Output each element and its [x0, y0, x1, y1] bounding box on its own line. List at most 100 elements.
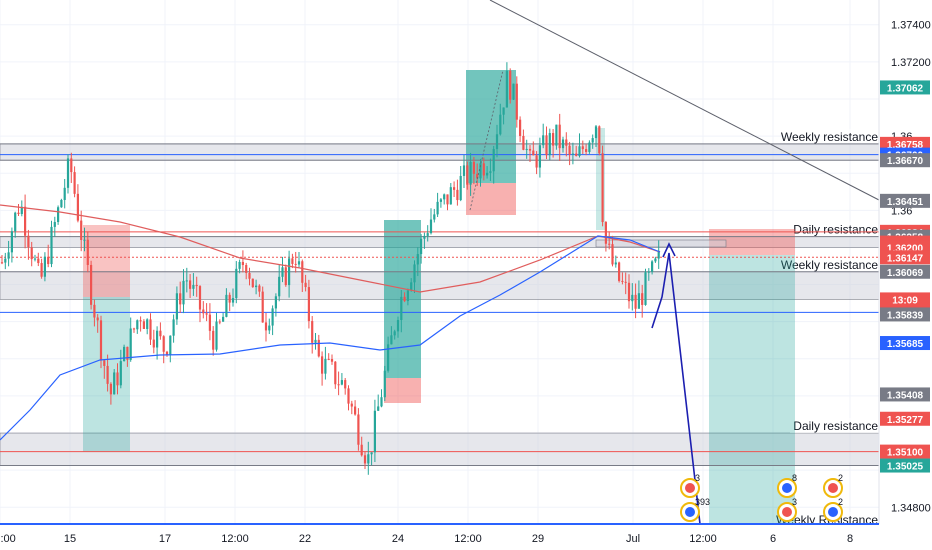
price-badge-bg	[880, 136, 930, 151]
candle-body	[63, 187, 66, 200]
candle-body	[505, 70, 508, 108]
candle-body	[396, 319, 400, 332]
zone-band	[0, 432, 880, 466]
candle	[420, 234, 423, 264]
candle	[311, 316, 314, 354]
candle	[410, 278, 413, 292]
candle-body	[495, 134, 499, 150]
candle-body	[288, 258, 291, 286]
candle	[651, 260, 654, 275]
candle	[591, 134, 594, 149]
candle-body	[561, 139, 565, 149]
candle	[413, 260, 416, 293]
candle-body	[40, 263, 43, 277]
candle-body	[205, 313, 208, 315]
candle-body	[284, 267, 287, 286]
candle	[264, 312, 268, 342]
candle	[119, 349, 122, 389]
candle-body	[433, 214, 436, 220]
candle-body	[225, 294, 228, 317]
position-box	[384, 378, 421, 403]
price-badge: 1.36147	[880, 250, 930, 265]
candle	[565, 132, 568, 157]
event-marker[interactable]: 8	[777, 473, 797, 498]
candle	[113, 369, 116, 395]
price-badge-label: 1.36200	[887, 243, 924, 254]
candle-body	[86, 239, 89, 265]
candle-body	[588, 142, 591, 152]
price-badge-bg	[880, 387, 930, 402]
candle	[228, 292, 231, 312]
candle-body	[330, 359, 334, 362]
candle-body	[57, 207, 60, 222]
zone-label: Daily resistance	[793, 419, 878, 433]
price-badge-bg	[880, 336, 930, 351]
candle	[512, 83, 515, 101]
time-tick-label: 29	[532, 533, 544, 545]
candle	[278, 264, 281, 302]
candle	[578, 133, 581, 158]
candle-body	[70, 158, 73, 173]
candle-body	[393, 331, 396, 336]
event-count: 2	[838, 473, 843, 483]
candle	[515, 76, 518, 128]
candle-body	[274, 296, 277, 309]
candle-body	[294, 263, 297, 265]
candle-body	[624, 281, 627, 283]
candle-body	[106, 365, 109, 384]
zone-label-bg	[790, 128, 879, 144]
candle-body	[37, 258, 40, 264]
candle-body	[380, 397, 383, 407]
event-marker[interactable]: 393	[680, 497, 710, 522]
candle-body	[33, 258, 37, 260]
candle	[647, 268, 650, 281]
event-marker[interactable]: 2	[823, 473, 843, 498]
event-marker[interactable]: 2	[823, 497, 843, 522]
price-axis[interactable]: 1.374001.372001.348001.361.361.370621.36…	[878, 0, 932, 550]
candle	[542, 123, 545, 149]
time-axis[interactable]: 12:00 15 17 12:00 22 24 12:00 29 Jul 12:00 6 8	[0, 523, 932, 550]
candle	[258, 284, 261, 297]
time-tick-label: 15	[64, 533, 76, 545]
candle	[185, 267, 188, 293]
candle	[466, 161, 469, 190]
candle	[30, 241, 33, 267]
candle-body	[337, 384, 340, 386]
candle-body	[192, 284, 195, 289]
candle-body	[109, 383, 112, 395]
candle-body	[73, 172, 76, 194]
candle-body	[601, 153, 604, 223]
candle-body	[264, 322, 268, 331]
price-badge-label: 13:09	[892, 295, 918, 306]
event-marker[interactable]: 3	[777, 497, 797, 522]
candle	[317, 334, 320, 358]
candle	[611, 235, 614, 267]
candle	[608, 231, 611, 250]
candle-body	[258, 285, 261, 292]
time-tick-label: 8	[847, 533, 853, 545]
candle	[182, 269, 185, 314]
candle-body	[515, 83, 518, 120]
candle-body	[416, 254, 419, 265]
candle	[192, 273, 195, 296]
candle	[10, 227, 13, 263]
price-badge: 1.35277	[880, 411, 930, 426]
candle	[594, 124, 598, 148]
time-tick-label: 6	[770, 533, 776, 545]
candle	[33, 254, 37, 262]
candle	[172, 314, 175, 343]
candle-body	[426, 233, 429, 236]
candle	[624, 272, 627, 295]
economic-events[interactable]: 3 393 8 3 2 2	[680, 473, 843, 522]
price-badge-bg	[880, 80, 930, 95]
candle	[159, 322, 162, 340]
time-tick-label: 24	[392, 533, 404, 545]
candle	[321, 351, 324, 386]
zone-label-bg	[790, 418, 879, 434]
event-marker[interactable]: 3	[680, 473, 700, 498]
candle-body	[291, 258, 294, 264]
price-badge: 13:09	[880, 292, 930, 307]
candle-body	[594, 126, 598, 139]
candle	[486, 166, 489, 179]
